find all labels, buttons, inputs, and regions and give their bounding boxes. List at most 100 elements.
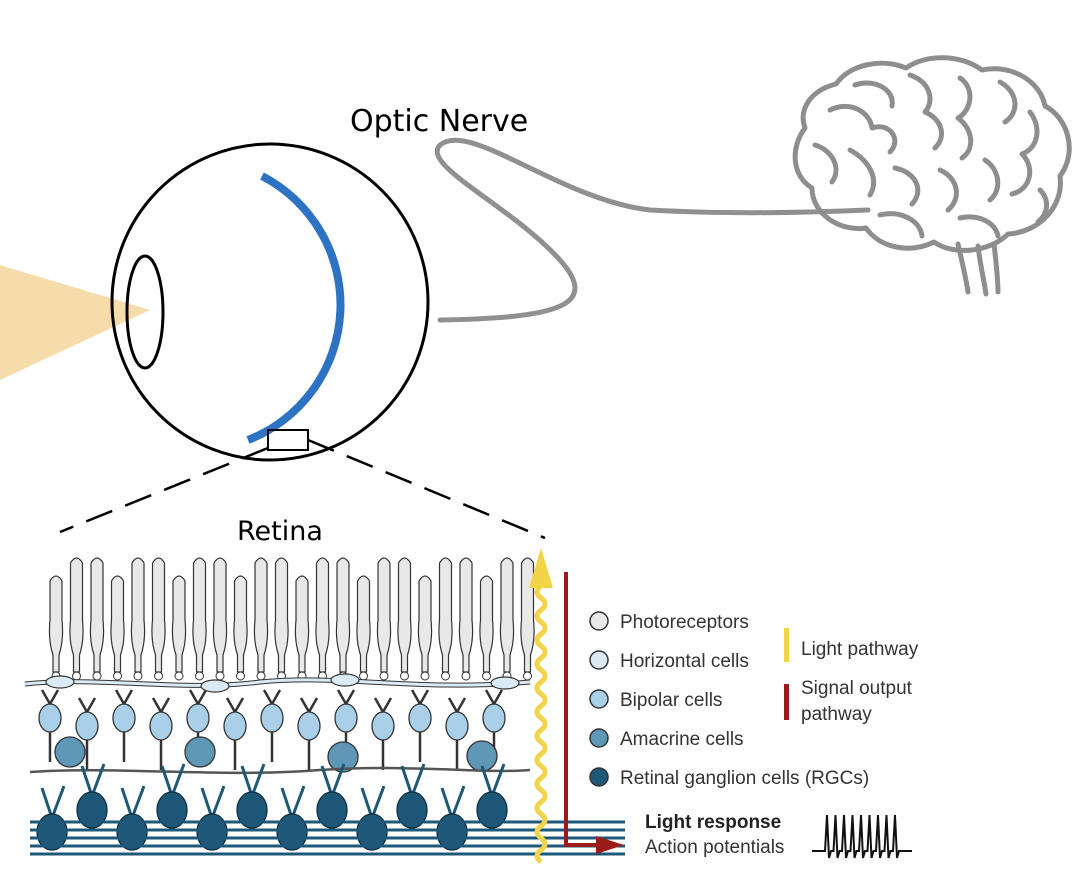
action-potentials-label: Action potentials xyxy=(645,837,784,858)
photoreceptor-cell xyxy=(233,575,248,673)
photoreceptor-cell xyxy=(89,557,105,673)
rgc-dendrite xyxy=(200,785,226,819)
rgc-dendrite xyxy=(440,785,466,819)
photoreceptor-cell xyxy=(479,575,494,673)
photoreceptor-terminal xyxy=(236,671,245,681)
brain-icon xyxy=(792,55,1072,297)
photoreceptor-cell xyxy=(151,557,166,673)
retinal-ganglion-cell xyxy=(476,791,508,829)
bipolar-cell-dendrite xyxy=(225,697,245,770)
amacrine-cell xyxy=(184,736,216,768)
bipolar-cell-dendrite xyxy=(373,697,393,770)
photoreceptor-terminal xyxy=(215,671,225,681)
photoreceptor-cell xyxy=(438,557,453,673)
bipolar-cell xyxy=(186,703,210,733)
photoreceptor-cell xyxy=(69,557,84,673)
legend-swatch-output-pathway xyxy=(784,684,789,720)
bipolar-cell-dendrite xyxy=(77,697,97,770)
photoreceptor-terminal xyxy=(154,671,163,681)
legend-swatch-bipolar xyxy=(589,689,609,709)
photoreceptor-cell xyxy=(171,575,187,673)
rgc-dendrite xyxy=(280,785,306,819)
photoreceptor-terminal xyxy=(482,671,491,681)
photoreceptor-terminal xyxy=(461,671,471,681)
retinal-ganglion-cell xyxy=(396,791,428,829)
legend-swatch-horizontal xyxy=(589,650,609,670)
legend-swatch-amacrine xyxy=(589,728,609,748)
spike-train-trace xyxy=(812,814,912,859)
photoreceptor-cell xyxy=(212,557,228,673)
rgc-dendrite xyxy=(480,763,506,797)
legend-label-photoreceptors: Photoreceptors xyxy=(620,612,749,633)
photoreceptor-terminal xyxy=(113,671,122,681)
horizontal-cell xyxy=(490,676,520,690)
bipolar-cell xyxy=(112,703,136,733)
optic-nerve xyxy=(434,137,871,323)
photoreceptor-terminal xyxy=(256,671,266,681)
photoreceptor-cell xyxy=(274,557,289,673)
bipolar-cell xyxy=(260,703,284,733)
photoreceptor-terminal xyxy=(441,671,450,681)
rgc-dendrite xyxy=(160,763,186,797)
bipolar-cell xyxy=(297,711,321,741)
rgc-dendrite xyxy=(40,785,66,819)
bipolar-cell-dendrite xyxy=(447,697,467,770)
light-pathway-arrowhead xyxy=(529,548,553,588)
photoreceptor-cell xyxy=(294,575,310,673)
bipolar-cell xyxy=(371,711,395,741)
rgc-dendrite xyxy=(320,763,346,797)
amacrine-cell xyxy=(54,736,86,768)
light-pathway-arrow xyxy=(534,584,548,864)
horizontal-cell-process-fill xyxy=(24,678,531,687)
bipolar-cell xyxy=(223,711,247,741)
zoom-line-left xyxy=(59,446,269,534)
horizontal-cell xyxy=(45,675,75,689)
bipolar-cell xyxy=(445,711,469,741)
photoreceptor-cell xyxy=(192,557,207,673)
retina-label: Retina xyxy=(237,516,323,547)
photoreceptor-terminal xyxy=(92,671,102,681)
rgc-dendrite xyxy=(360,785,386,819)
retinal-ganglion-cell xyxy=(76,791,108,829)
rgc-dendrite xyxy=(400,763,426,797)
legend-label-horizontal: Horizontal cells xyxy=(620,651,749,672)
horizontal-cell xyxy=(330,673,360,687)
legend-label-amacrine: Amacrine cells xyxy=(620,729,744,750)
photoreceptor-terminal xyxy=(359,671,368,681)
bipolar-cell-dendrite xyxy=(40,689,60,762)
retinal-ganglion-cell xyxy=(156,791,188,829)
bipolar-cell-dendrite xyxy=(114,689,134,762)
rgc-dendrite xyxy=(120,785,146,819)
photoreceptor-terminal xyxy=(133,671,143,681)
bipolar-cell-dendrite xyxy=(299,697,319,770)
rgc-dendrite xyxy=(80,763,106,797)
horizontal-cell xyxy=(200,679,230,693)
bipolar-cell xyxy=(75,711,99,741)
photoreceptor-cell xyxy=(110,575,125,673)
photoreceptor-cell xyxy=(130,557,146,673)
legend: Photoreceptors Horizontal cells Bipolar … xyxy=(589,611,919,789)
photoreceptor-cell xyxy=(315,557,330,673)
signal-output-arrow xyxy=(564,572,598,847)
bipolar-cell-dendrite xyxy=(151,697,171,770)
photoreceptor-terminal xyxy=(420,671,430,681)
legend-label-light-pathway: Light pathway xyxy=(801,639,919,660)
photoreceptor-terminal xyxy=(379,671,389,681)
optic-nerve-label: Optic Nerve xyxy=(350,104,528,139)
light-cone xyxy=(0,265,150,380)
photoreceptor-terminal xyxy=(523,671,532,681)
legend-label-bipolar: Bipolar cells xyxy=(620,690,722,711)
photoreceptor-cell xyxy=(397,557,412,673)
bipolar-cell-dendrite xyxy=(262,689,282,762)
legend-swatch-rgc xyxy=(589,767,609,787)
amacrine-cell xyxy=(327,741,359,773)
light-response-label: Light response xyxy=(645,812,781,833)
zoom-line-right xyxy=(307,438,546,540)
bipolar-cell-dendrite xyxy=(410,689,430,762)
bipolar-cell xyxy=(38,703,62,733)
retinal-ganglion-cell xyxy=(236,791,268,829)
legend-swatch-light-pathway xyxy=(784,628,789,662)
photoreceptor-cell xyxy=(253,557,269,673)
signal-output-arrowhead xyxy=(596,836,624,854)
